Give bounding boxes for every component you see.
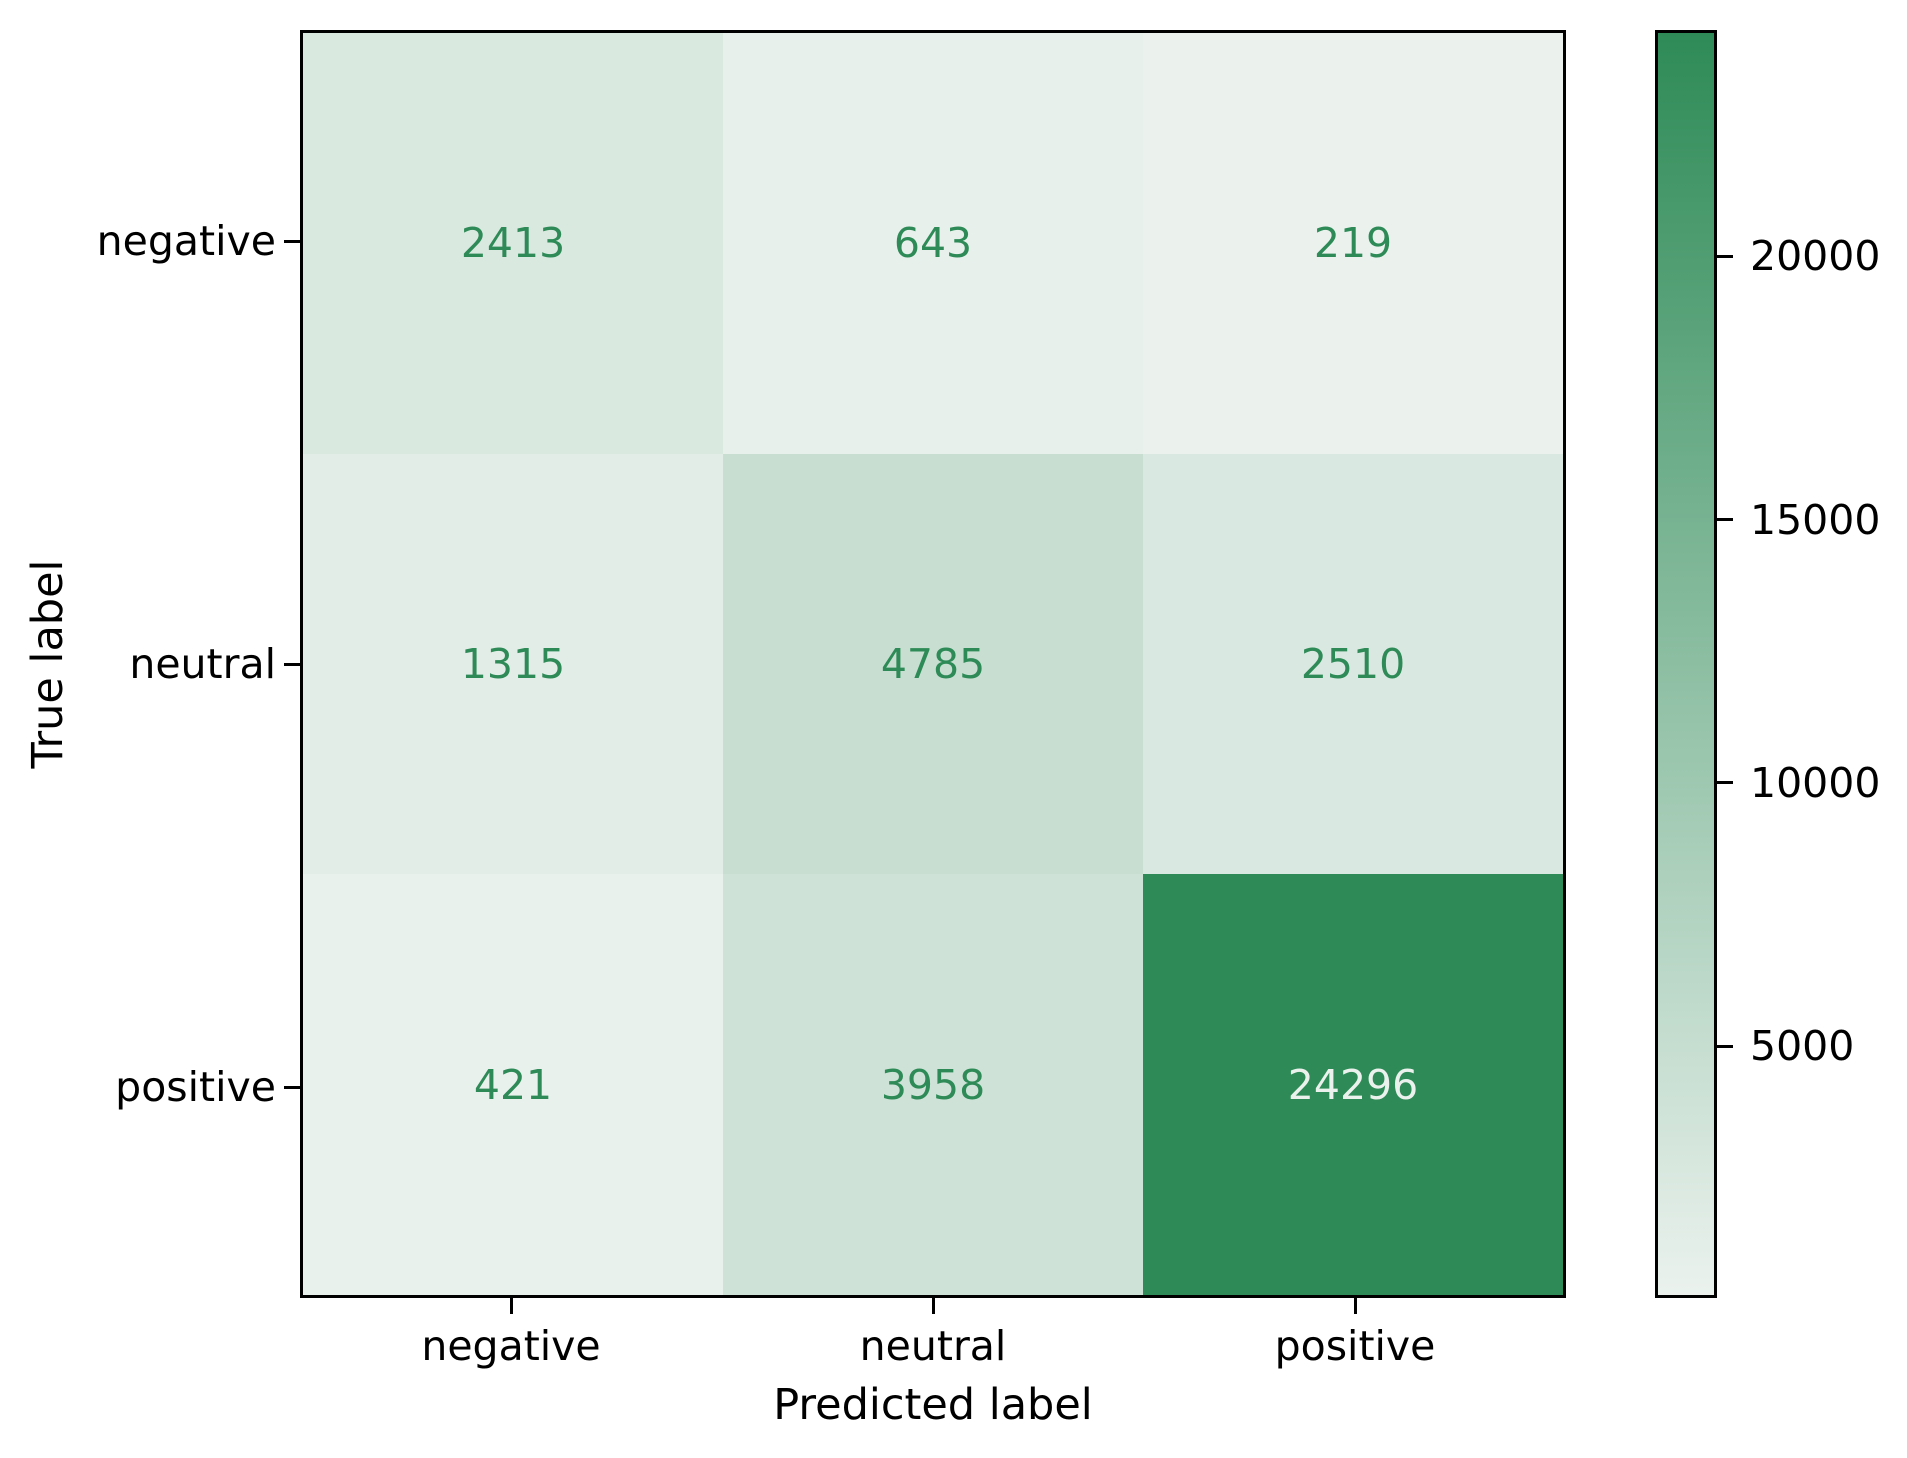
cell-value: 2510 <box>1300 639 1406 688</box>
colorbar-tick-label: 15000 <box>1750 495 1881 544</box>
colorbar-tick-label: 5000 <box>1750 1022 1855 1071</box>
cell-true-positive-pred-neutral: 3958 <box>723 874 1143 1295</box>
cell-true-neutral-pred-negative: 1315 <box>303 453 723 875</box>
y-tick-mark <box>284 239 300 243</box>
colorbar-tick-mark <box>1717 781 1733 785</box>
y-axis-label-text: True label <box>23 559 73 769</box>
cell-value: 3958 <box>880 1060 986 1109</box>
cell-true-neutral-pred-neutral: 4785 <box>723 453 1143 875</box>
x-tick-mark <box>1353 1298 1357 1314</box>
heatmap-axes: 2413 643 219 1315 4785 2510 421 3958 242… <box>300 30 1566 1298</box>
cell-true-negative-pred-positive: 219 <box>1143 33 1563 454</box>
cell-true-positive-pred-positive: 24296 <box>1143 874 1563 1295</box>
x-tick-label-positive: positive <box>1274 1322 1436 1370</box>
cell-value: 219 <box>1313 219 1393 268</box>
x-tick-label-negative: negative <box>421 1322 601 1370</box>
colorbar <box>1655 30 1717 1298</box>
y-tick-label-negative: negative <box>96 217 276 265</box>
cell-true-positive-pred-negative: 421 <box>303 874 723 1295</box>
cell-value: 2413 <box>460 219 566 268</box>
cell-value: 4785 <box>880 639 986 688</box>
cell-value: 1315 <box>460 639 566 688</box>
x-tick-mark <box>931 1298 935 1314</box>
x-tick-mark <box>509 1298 513 1314</box>
colorbar-tick-mark <box>1717 1044 1733 1048</box>
x-tick-label-neutral: neutral <box>859 1322 1007 1370</box>
colorbar-tick-label: 10000 <box>1750 758 1881 807</box>
x-axis-label: Predicted label <box>773 1380 1093 1430</box>
cell-value: 24296 <box>1287 1060 1419 1109</box>
y-tick-label-neutral: neutral <box>129 640 276 688</box>
colorbar-tick-mark <box>1717 254 1733 258</box>
y-tick-label-positive: positive <box>115 1063 276 1111</box>
cell-value: 643 <box>893 219 973 268</box>
cell-value: 421 <box>473 1060 553 1109</box>
y-tick-mark <box>284 1085 300 1089</box>
colorbar-tick-mark <box>1717 518 1733 522</box>
cell-true-neutral-pred-positive: 2510 <box>1143 453 1563 875</box>
cell-true-negative-pred-negative: 2413 <box>303 33 723 454</box>
y-tick-mark <box>284 662 300 666</box>
cell-true-negative-pred-neutral: 643 <box>723 33 1143 454</box>
colorbar-tick-label: 20000 <box>1750 232 1881 281</box>
